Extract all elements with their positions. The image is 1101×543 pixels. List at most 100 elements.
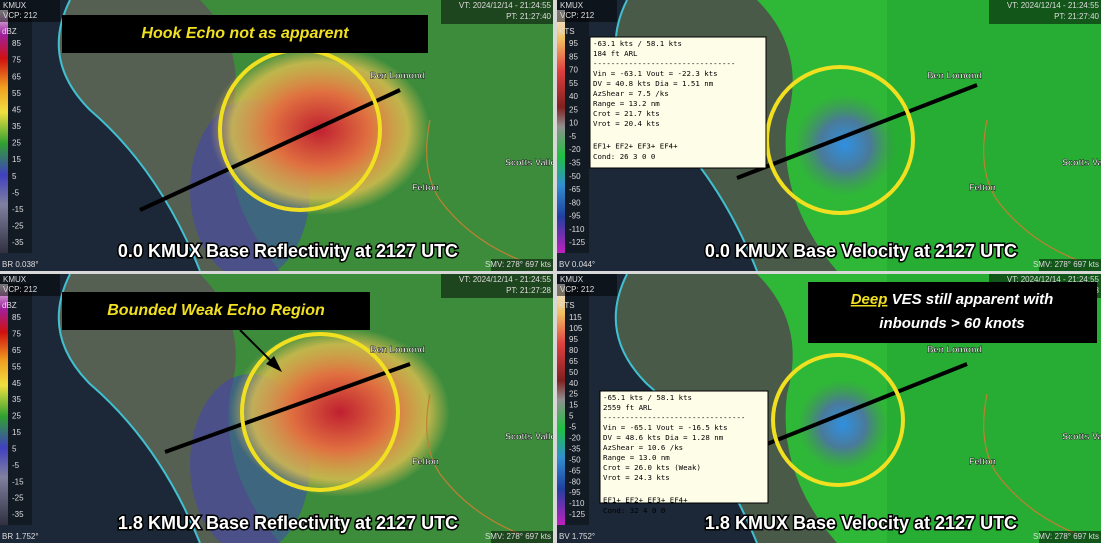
scale-label: 105: [569, 324, 583, 333]
scale-label: -5: [569, 132, 577, 141]
info-line: Crot = 21.7 kts: [593, 109, 660, 118]
place-label: Felton: [412, 182, 439, 192]
info-line: Cond: 26 3 0 0: [593, 152, 655, 161]
info-box: [589, 36, 767, 169]
annotation-box: [808, 282, 1097, 343]
storm-motion: SMV: 278° 697 kts: [485, 532, 551, 541]
radar-id: KMUX: [560, 275, 584, 284]
place-label: Ben Lomond: [927, 344, 982, 354]
scale-bg: [565, 284, 589, 525]
valid-time: VT: 2024/12/14 - 21:24:55: [1007, 1, 1100, 10]
info-line: AzShear = 10.6 /ks: [603, 443, 683, 452]
coastline: [57, 274, 201, 543]
radar-panel: Ben Lomond Scotts Valley Felton KTS 95 85 70 55…: [557, 0, 1101, 271]
scale-label: 55: [569, 79, 578, 88]
info-line: Crot = 26.0 kts (Weak): [603, 463, 701, 472]
place-label: Scotts Valley: [505, 157, 561, 167]
valid-time: VT: 2024/12/14 - 21:24:55: [1007, 275, 1100, 284]
smv-bg: [1039, 531, 1101, 543]
scale-title: dBZ: [2, 27, 17, 36]
scale-label: -80: [569, 477, 581, 486]
scale-label: 85: [569, 52, 578, 61]
scale-label: 5: [12, 444, 17, 453]
place-label: Ben Lomond: [370, 70, 425, 80]
scale-label: 75: [12, 330, 21, 339]
scale-label: -110: [569, 499, 585, 508]
annotation: Deep VES still apparent with: [851, 291, 1054, 308]
circle-highlight: [240, 332, 400, 492]
scale-label: -35: [569, 159, 581, 168]
scale-label: 15: [569, 401, 578, 410]
scale-label: -15: [12, 477, 24, 486]
scale-label: -80: [569, 198, 581, 207]
info-line: --------------------------------: [603, 413, 745, 422]
caption: 1.8 KMUX Base Velocity at 2127 UTC: [705, 513, 1017, 533]
scale-label: 35: [12, 122, 21, 131]
process-time: PT: 21:27:40: [1054, 12, 1099, 21]
tilt: BR 1.752°: [2, 532, 39, 541]
annotation-emphasis: Deep: [851, 291, 888, 308]
scale-label: 5: [569, 412, 574, 421]
caption: 0.0 KMUX Base Reflectivity at 2127 UTC: [118, 241, 458, 261]
annotation: inbounds > 60 knots: [879, 315, 1024, 332]
scale-label: -5: [12, 461, 20, 470]
info-line: Vrot = 20.4 kts: [593, 119, 660, 128]
info-line: Vin = -63.1 Vout = -22.3 kts: [593, 69, 718, 78]
info-box: [599, 390, 769, 504]
place-label: Scotts Valley: [1062, 431, 1101, 441]
scale-label: 40: [569, 379, 578, 388]
place-label: Felton: [412, 456, 439, 466]
scale-label: -50: [569, 172, 581, 181]
scale-label: 65: [12, 346, 21, 355]
scale-label: 55: [12, 362, 21, 371]
header-bg: [557, 0, 617, 22]
scale-label: 25: [12, 412, 21, 421]
scale-bg: [8, 284, 32, 525]
info-line: Range = 13.2 nm: [593, 99, 660, 108]
scale-label: 95: [569, 335, 578, 344]
radar-id: KMUX: [560, 1, 584, 10]
scale-label: 45: [12, 379, 21, 388]
scale-bg: [565, 10, 589, 253]
circle-highlight: [771, 353, 905, 487]
info-line: EF1+ EF2+ EF3+ EF4+: [593, 142, 678, 151]
scale-label: 55: [12, 89, 21, 98]
info-line: 2559 ft ARL: [603, 403, 652, 412]
scale-label: 80: [569, 346, 578, 355]
color-scale: [557, 284, 565, 525]
scale-label: -50: [569, 455, 581, 464]
scale-label: 115: [569, 313, 582, 322]
place-label: Ben Lomond: [927, 70, 982, 80]
scale-label: 40: [569, 92, 578, 101]
info-line: 184 ft ARL: [593, 49, 638, 58]
header-bg: [0, 0, 60, 22]
river: [983, 119, 1078, 261]
caption: 0.0 KMUX Base Velocity at 2127 UTC: [705, 241, 1017, 261]
header-bg: [557, 274, 617, 296]
scale-label: 10: [569, 119, 578, 128]
tilt: BR 0.038°: [2, 260, 39, 269]
scale-label: -110: [569, 225, 585, 234]
scale-label: -95: [569, 212, 581, 221]
scale-label: 25: [12, 139, 21, 148]
time-bg: [441, 274, 553, 298]
place-label: Ben Lomond: [370, 344, 425, 354]
scale-label: -5: [569, 423, 577, 432]
scale-label: -20: [569, 145, 581, 154]
scale-label: -35: [12, 510, 24, 519]
river: [426, 119, 521, 261]
scale-label: 35: [12, 395, 21, 404]
info-line: -63.1 kts / 58.1 kts: [593, 39, 682, 48]
vcp: VCP: 212: [3, 11, 38, 20]
river: [426, 393, 521, 535]
storm-motion: SMV: 278° 697 kts: [1033, 260, 1099, 269]
caption: 1.8 KMUX Base Reflectivity at 2127 UTC: [118, 513, 458, 533]
place-label: Scotts Valley: [505, 431, 561, 441]
shade: [887, 0, 1101, 271]
vcp: VCP: 212: [3, 285, 38, 294]
info-line: -65.1 kts / 58.1 kts: [603, 393, 692, 402]
scale-label: -25: [12, 494, 24, 503]
annotation: Hook Echo not as apparent: [141, 25, 349, 42]
scale-label: 75: [12, 56, 21, 65]
